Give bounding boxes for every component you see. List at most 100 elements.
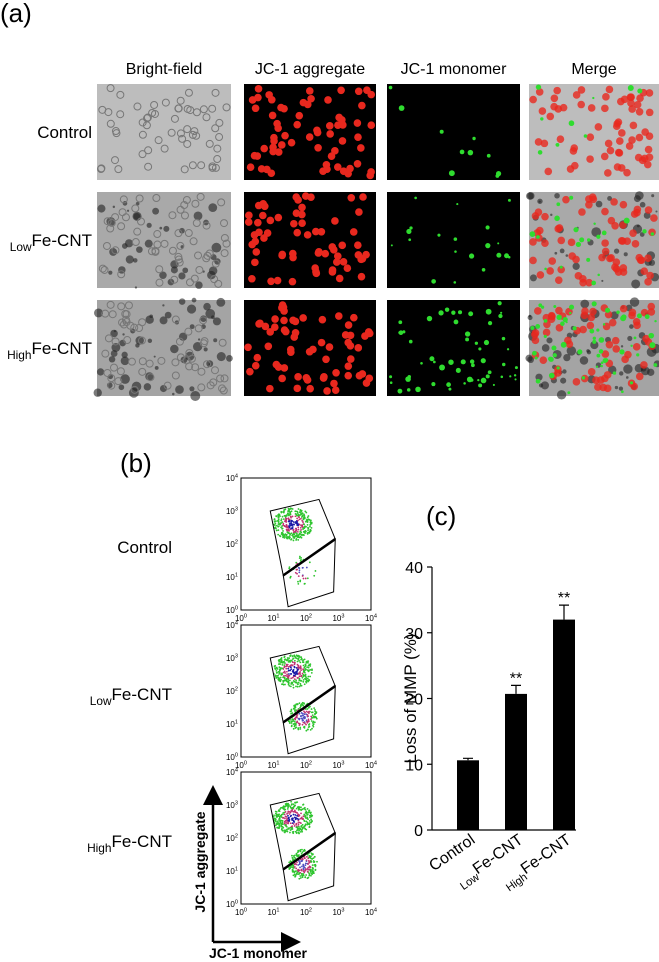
event — [284, 808, 287, 811]
cell — [641, 128, 649, 136]
event — [300, 812, 302, 815]
cell — [190, 127, 199, 136]
event — [297, 855, 300, 858]
event — [308, 814, 311, 817]
debris — [618, 386, 624, 391]
tick-base: 10 — [226, 540, 235, 549]
event — [288, 659, 290, 662]
tick-exp: 1 — [276, 760, 279, 766]
event — [280, 824, 283, 827]
tick-exp: 3 — [235, 653, 238, 659]
cell — [121, 309, 130, 318]
cell — [211, 259, 220, 268]
cell — [346, 355, 355, 363]
cell — [106, 84, 115, 93]
event — [278, 523, 281, 525]
cell — [606, 254, 614, 263]
cell — [299, 314, 307, 322]
tick-base: 10 — [226, 834, 235, 843]
event — [288, 665, 291, 668]
event — [299, 728, 302, 730]
event — [313, 855, 316, 858]
event — [283, 670, 286, 673]
cell — [562, 317, 568, 323]
cell — [631, 240, 640, 248]
event — [295, 807, 298, 810]
event — [301, 525, 304, 528]
event — [274, 820, 277, 823]
event — [290, 814, 293, 817]
cell — [585, 201, 593, 209]
event — [304, 722, 306, 725]
debris — [189, 324, 195, 330]
cell — [196, 192, 205, 201]
cell — [536, 235, 540, 239]
event — [314, 865, 317, 868]
cell — [598, 349, 604, 354]
event — [287, 802, 290, 805]
event — [303, 513, 305, 516]
cell — [116, 110, 125, 119]
gate-divider — [282, 832, 336, 871]
event — [306, 661, 308, 664]
cell — [174, 255, 183, 264]
tick-exp: 1 — [235, 866, 238, 872]
event — [290, 722, 293, 724]
cell — [100, 265, 109, 274]
event — [310, 852, 313, 855]
event — [310, 868, 312, 871]
event — [276, 823, 279, 825]
tick-exp: 3 — [341, 907, 344, 913]
cell — [361, 332, 369, 340]
event — [295, 534, 297, 537]
debris — [554, 192, 560, 199]
cell — [429, 356, 435, 362]
column-header: Merge — [571, 61, 616, 78]
event — [293, 863, 296, 866]
tick-base: 10 — [235, 761, 244, 770]
cell — [548, 372, 555, 379]
event — [288, 532, 291, 535]
event — [281, 821, 284, 824]
cell — [142, 121, 151, 130]
event — [299, 526, 302, 529]
event — [277, 533, 280, 536]
cell — [591, 280, 597, 286]
tick-exp: 0 — [244, 760, 247, 766]
cell — [367, 90, 376, 99]
event — [307, 679, 310, 682]
cell — [577, 86, 586, 94]
event — [297, 528, 300, 531]
cell — [408, 238, 412, 242]
cell — [644, 206, 653, 214]
event — [300, 872, 303, 875]
cell — [103, 217, 112, 226]
event — [286, 663, 289, 666]
event — [305, 812, 308, 815]
cell — [213, 155, 222, 164]
event — [292, 720, 294, 723]
event — [310, 711, 313, 714]
event — [304, 870, 306, 872]
cell — [575, 241, 582, 248]
event — [291, 803, 293, 805]
event — [303, 526, 306, 529]
event — [302, 714, 305, 717]
cell — [642, 229, 647, 234]
event — [302, 803, 304, 806]
event — [292, 727, 295, 730]
cell — [131, 238, 140, 247]
cell — [453, 237, 458, 241]
debris — [586, 349, 590, 353]
cell — [270, 137, 278, 145]
micrograph — [97, 84, 231, 180]
event — [277, 515, 280, 518]
event — [297, 657, 300, 660]
cell — [280, 104, 288, 113]
cell — [497, 301, 502, 306]
event — [299, 705, 302, 707]
event — [310, 708, 313, 710]
event — [303, 813, 306, 816]
event — [301, 858, 304, 861]
cell — [572, 326, 577, 331]
